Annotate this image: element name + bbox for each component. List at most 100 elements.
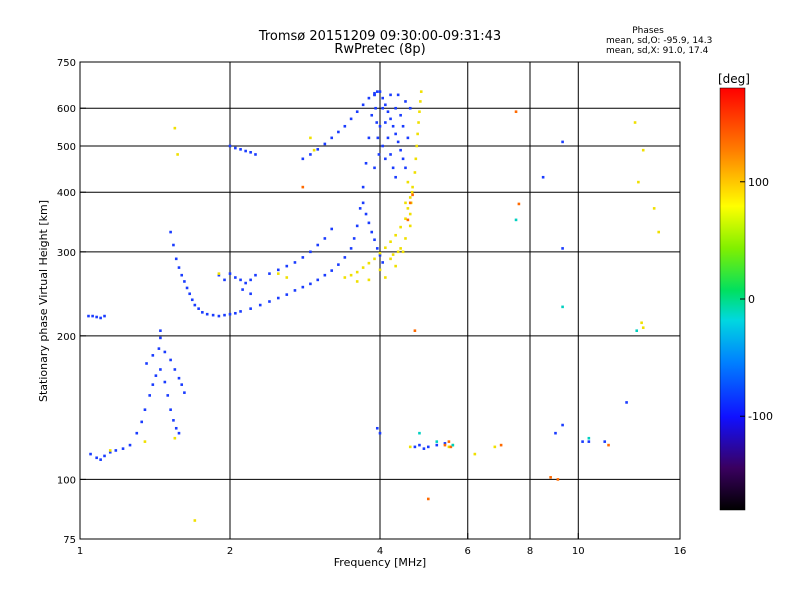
data-point: [447, 445, 451, 449]
data-point: [309, 136, 312, 140]
data-point: [401, 250, 405, 254]
data-point: [361, 201, 365, 205]
data-point: [151, 354, 155, 357]
data-point: [323, 237, 327, 240]
data-point: [384, 246, 387, 250]
data-point: [143, 440, 147, 443]
data-point: [373, 166, 376, 170]
data-point: [89, 452, 92, 456]
data-point: [349, 247, 353, 250]
data-point: [166, 394, 170, 397]
data-point: [541, 175, 545, 179]
data-point: [169, 408, 172, 412]
chart-subtitle: RwPretec (8p): [334, 42, 425, 57]
data-point: [99, 316, 102, 320]
data-point: [244, 281, 247, 285]
data-point: [223, 313, 226, 317]
data-point: [394, 264, 397, 268]
data-point: [391, 166, 395, 170]
data-point: [404, 237, 407, 240]
data-point: [373, 238, 376, 242]
data-point: [228, 312, 232, 316]
data-points-layer: [87, 90, 660, 522]
data-point: [309, 282, 312, 286]
data-point: [426, 445, 430, 449]
data-point: [561, 247, 564, 250]
x-tick-label: 6: [465, 546, 471, 557]
data-point: [389, 93, 392, 97]
data-point: [349, 117, 353, 121]
data-point: [399, 247, 402, 250]
data-point: [249, 278, 252, 282]
data-point: [561, 305, 564, 309]
stats-line-o: mean, sd,O: -95.9, 14.3: [606, 36, 712, 46]
data-point: [135, 431, 139, 435]
data-point: [285, 276, 289, 279]
data-point: [447, 440, 451, 443]
x-tick-label: 1: [77, 546, 83, 557]
data-point: [183, 280, 186, 283]
data-point: [641, 148, 645, 152]
data-point: [337, 130, 340, 134]
data-point: [389, 153, 392, 156]
data-point: [173, 126, 177, 130]
data-point: [301, 185, 305, 189]
y-tick-label: 300: [57, 248, 76, 259]
data-point: [377, 153, 381, 156]
data-point: [176, 153, 179, 156]
data-point: [426, 497, 430, 501]
data-point: [177, 431, 181, 435]
data-point: [293, 289, 297, 292]
data-point: [87, 314, 90, 318]
x-axis-ticks: 1 2 4 6 8 10 16: [77, 533, 686, 557]
data-point: [301, 157, 305, 161]
data-point: [451, 443, 455, 447]
data-point: [323, 273, 327, 277]
data-point: [355, 280, 359, 283]
data-point: [361, 103, 365, 107]
data-point: [517, 202, 521, 206]
data-point: [367, 221, 371, 225]
data-point: [99, 458, 102, 461]
y-tick-label: 100: [57, 475, 76, 486]
data-point: [633, 121, 637, 124]
data-point: [373, 91, 376, 95]
data-point: [419, 90, 423, 93]
data-point: [188, 292, 191, 296]
data-point: [443, 443, 447, 447]
data-point: [640, 321, 643, 325]
data-point: [422, 447, 426, 450]
data-point: [406, 207, 410, 210]
data-point: [205, 312, 209, 316]
data-point: [408, 445, 412, 449]
data-point: [406, 218, 410, 222]
y-axis-label: Stationary phase Virtual Height [km]: [37, 200, 50, 402]
data-point: [364, 212, 368, 216]
data-point: [301, 285, 305, 289]
stats-line-x: mean, sd,X: 91.0, 17.4: [606, 46, 709, 56]
data-point: [408, 212, 412, 216]
data-point: [355, 224, 359, 228]
data-point: [108, 450, 112, 454]
data-point: [394, 233, 397, 237]
data-point: [375, 90, 379, 93]
colorbar-label: [deg]: [718, 72, 750, 86]
data-point: [381, 96, 384, 100]
data-point: [343, 124, 347, 128]
data-point: [114, 449, 118, 452]
data-point: [276, 296, 280, 300]
data-point: [301, 256, 305, 259]
data-point: [95, 315, 98, 319]
data-point: [183, 391, 186, 394]
data-point: [172, 419, 175, 422]
data-point: [404, 100, 407, 103]
data-point: [410, 190, 414, 194]
data-point: [408, 224, 412, 228]
data-point: [293, 261, 297, 264]
data-point: [375, 121, 379, 124]
data-point: [151, 383, 155, 386]
data-point: [514, 110, 518, 114]
data-point: [268, 272, 271, 275]
data-point: [312, 148, 316, 152]
data-point: [404, 217, 407, 221]
